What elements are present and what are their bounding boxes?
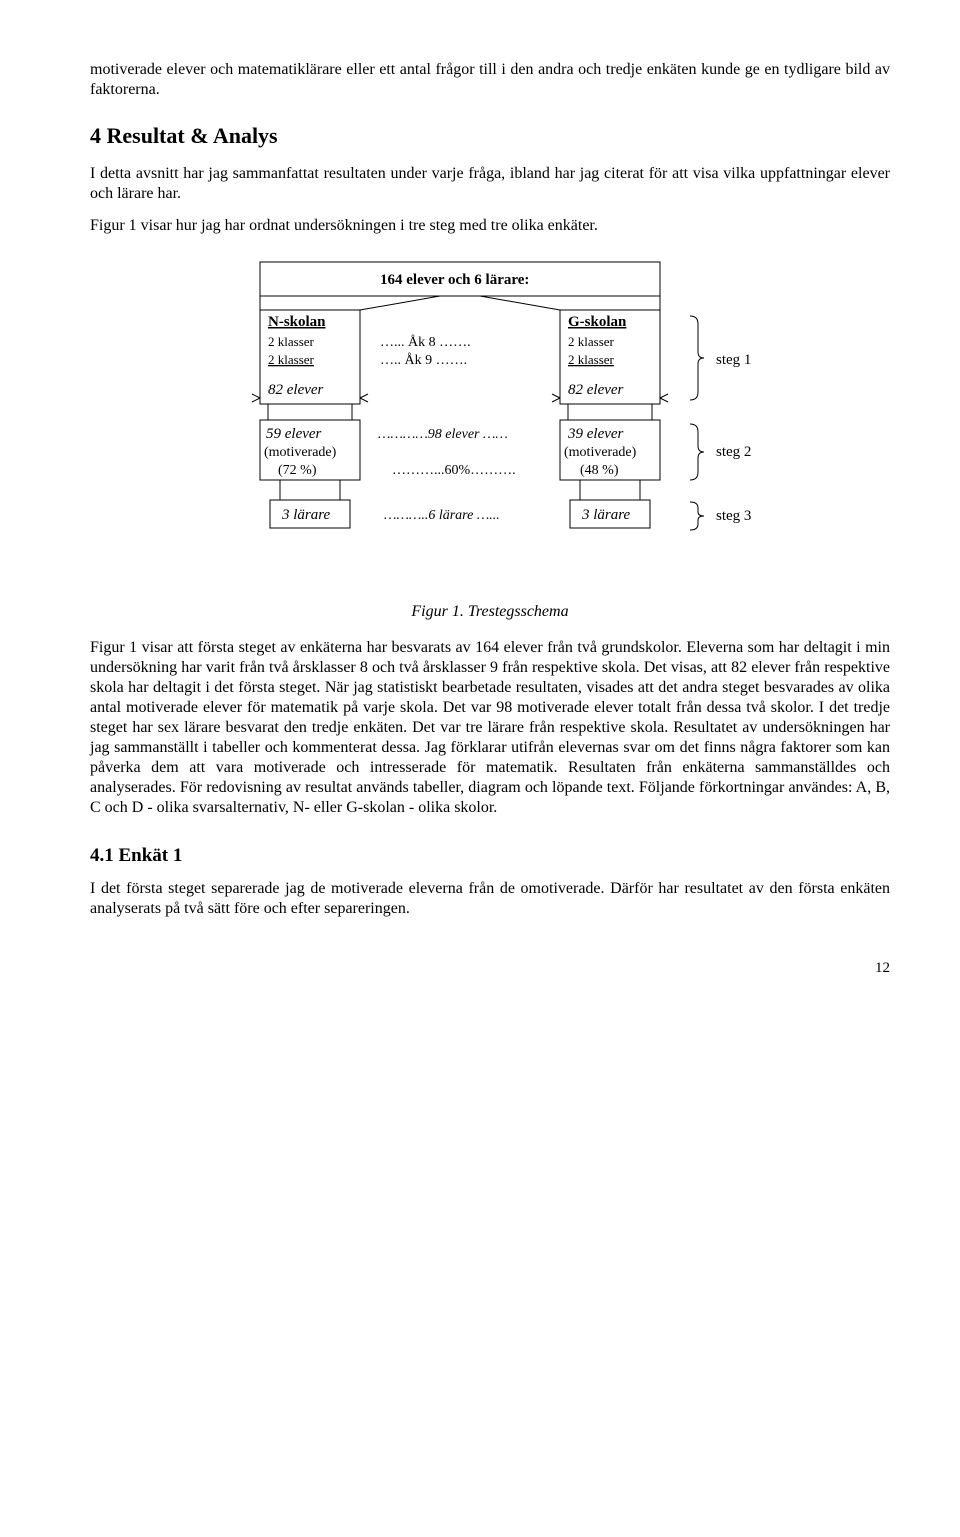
n-mot-count: 59 elever bbox=[266, 426, 322, 442]
steg-1-label: steg 1 bbox=[716, 352, 751, 368]
n-skolan-label: N-skolan bbox=[268, 314, 326, 330]
g-mot-pct: (48 %) bbox=[580, 463, 619, 478]
steg-2-label: steg 2 bbox=[716, 444, 751, 460]
g-skolan-label: G-skolan bbox=[568, 314, 627, 330]
n-total: 82 elever bbox=[268, 382, 324, 398]
g-row1: 2 klasser bbox=[568, 334, 615, 349]
g-mot-count: 39 elever bbox=[567, 426, 624, 442]
g-total: 82 elever bbox=[568, 382, 624, 398]
page-number: 12 bbox=[90, 959, 890, 978]
paragraph-intro: motiverade elever och matematiklärare el… bbox=[90, 60, 890, 100]
c-teachers: ………..6 lärare …... bbox=[384, 508, 500, 523]
g-mot-label: (motiverade) bbox=[564, 445, 637, 460]
trestegs-diagram: 164 elever och 6 lärare: N-skolan 2 klas… bbox=[170, 252, 810, 592]
steg-3-label: steg 3 bbox=[716, 508, 751, 524]
c-mot-pct: ………...60%………. bbox=[392, 463, 516, 478]
n-mot-pct: (72 %) bbox=[278, 463, 317, 478]
g-teachers: 3 lärare bbox=[581, 507, 631, 523]
n-mot-label: (motiverade) bbox=[264, 445, 337, 460]
heading-enkat-1: 4.1 Enkät 1 bbox=[90, 844, 890, 868]
n-row1: 2 klasser bbox=[268, 334, 315, 349]
paragraph-2: I detta avsnitt har jag sammanfattat res… bbox=[90, 164, 890, 204]
heading-resultat-analys: 4 Resultat & Analys bbox=[90, 122, 890, 150]
paragraph-3: Figur 1 visar hur jag har ordnat undersö… bbox=[90, 216, 890, 236]
figure-caption: Figur 1. Trestegsschema bbox=[90, 602, 890, 622]
n-row2: 2 klasser bbox=[268, 352, 315, 367]
ak9-label: ….. Åk 9 ……. bbox=[380, 352, 467, 368]
ak8-label: …... Åk 8 ……. bbox=[380, 334, 471, 350]
c-mot-total: …………98 elever …… bbox=[378, 427, 508, 442]
n-teachers: 3 lärare bbox=[281, 507, 331, 523]
paragraph-5: I det första steget separerade jag de mo… bbox=[90, 879, 890, 919]
paragraph-4: Figur 1 visar att första steget av enkät… bbox=[90, 638, 890, 818]
diagram-title: 164 elever och 6 lärare: bbox=[380, 272, 529, 288]
g-row2: 2 klasser bbox=[568, 352, 615, 367]
